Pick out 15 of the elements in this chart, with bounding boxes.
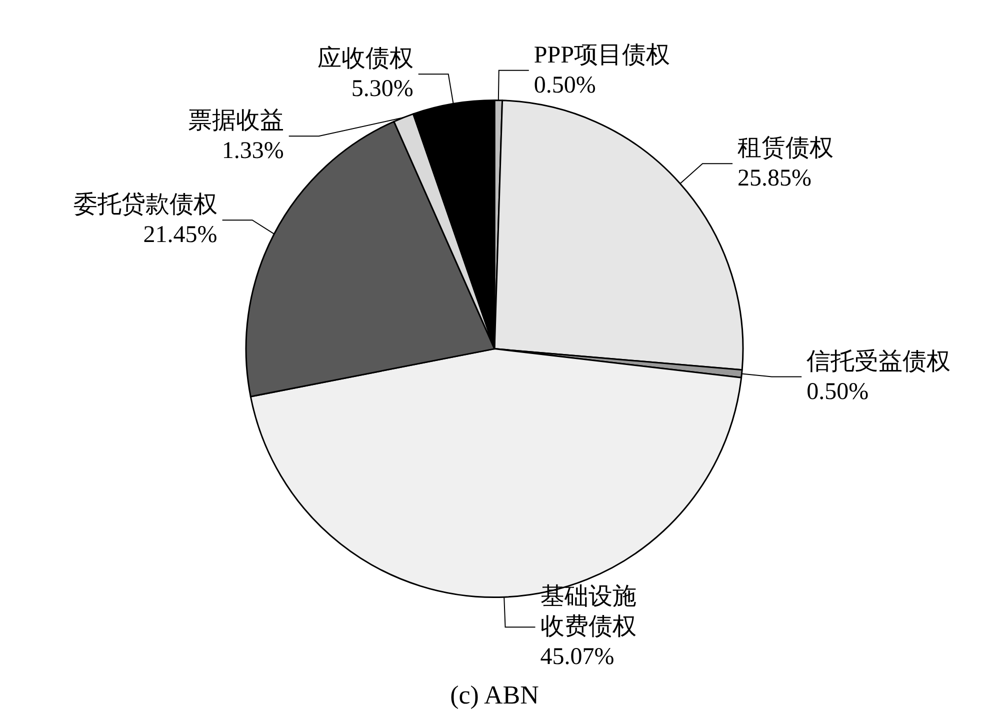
slice-label: 票据收益 (188, 108, 284, 134)
data-label: 21.45% (143, 222, 218, 248)
data-label: 5.30% (351, 76, 414, 102)
data-label: 0.50% (534, 72, 596, 98)
text: (c) ABN (450, 680, 540, 710)
slice-label: 租赁债权 (738, 136, 834, 162)
data-label: 1.33% (222, 138, 284, 164)
slice-label: 应收债权 (317, 45, 414, 72)
data-label: 45.07% (540, 644, 614, 670)
data-label: 0.50% (806, 378, 869, 405)
slice-label: PPP项目债权 (534, 42, 670, 68)
slice-label: 基础设施收费债权 (540, 584, 636, 640)
slice-label: 委托贷款债权 (73, 191, 218, 218)
slice-label: 信托受益债权 (806, 348, 951, 375)
data-label: 25.85% (738, 166, 812, 192)
